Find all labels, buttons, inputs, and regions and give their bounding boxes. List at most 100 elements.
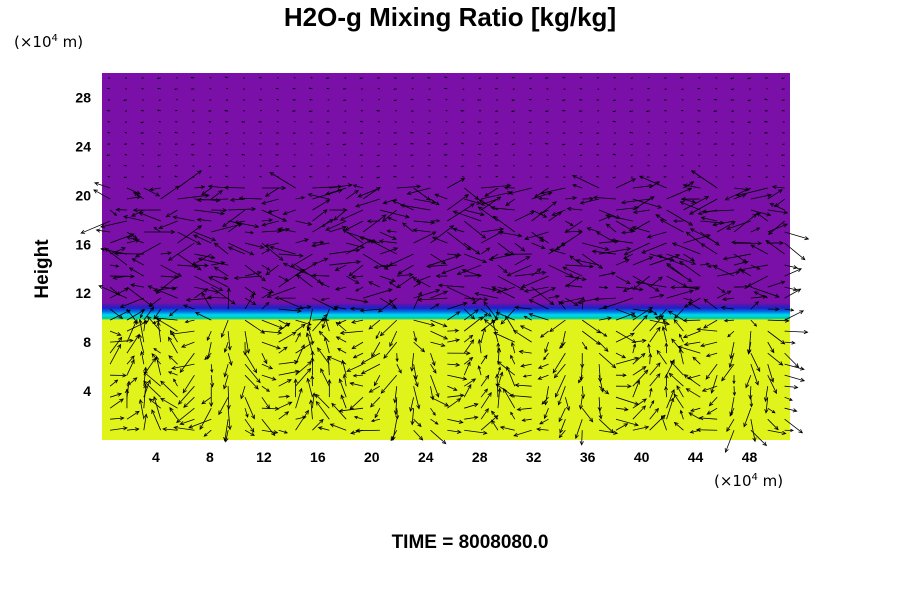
wind-arrow-head [259, 144, 260, 145]
wind-arrow-head [411, 99, 412, 100]
wind-arrow-head [496, 88, 497, 89]
wind-arrow-head [310, 176, 311, 177]
wind-arrow-head [580, 144, 581, 145]
wind-arrow-head [597, 176, 598, 177]
wind-arrow-head [209, 166, 210, 167]
wind-arrow-head [394, 144, 395, 145]
wind-arrow-head [748, 100, 749, 101]
wind-arrow-head [782, 89, 783, 90]
wind-arrow-head [580, 77, 581, 78]
wind-arrow-head [513, 177, 514, 178]
wind-arrow-head [209, 133, 210, 134]
wind-arrow-head [648, 100, 649, 101]
x-unit-suffix: m) [758, 472, 783, 490]
wind-arrow-head [748, 165, 749, 166]
wind-arrow-head [209, 143, 210, 144]
wind-arrow-head [648, 165, 649, 166]
wind-arrow-head [563, 77, 564, 78]
y-tick-label: 8 [83, 334, 91, 350]
wind-arrow-head [479, 144, 480, 145]
wind-arrow-head [395, 78, 396, 79]
wind-arrow-head [192, 154, 193, 155]
wind-arrow-head [715, 165, 716, 166]
wind-arrow-head [394, 100, 395, 101]
wind-arrow-head [462, 155, 463, 156]
wind-arrow-head [530, 99, 531, 100]
wind-arrow-head [428, 77, 429, 78]
wind-arrow-head [496, 176, 497, 177]
wind-arrow-head [158, 155, 159, 156]
wind-arrow-head [714, 99, 715, 100]
wind-arrow-head [108, 176, 109, 177]
wind-arrow-head [731, 78, 732, 79]
wind-arrow-head [665, 78, 666, 79]
wind-arrow-head [782, 155, 783, 156]
wind-arrow-head [698, 99, 699, 100]
wind-arrow-head [226, 100, 227, 101]
wind-arrow-head [225, 77, 226, 78]
wind-arrow-head [630, 132, 631, 133]
wind-arrow-head [597, 78, 598, 79]
wind-arrow-head [327, 122, 328, 123]
wind-arrow-head [276, 166, 277, 167]
wind-arrow-head [479, 154, 480, 155]
wind-arrow-head [294, 177, 295, 178]
wind-arrow-head [647, 177, 648, 178]
wind-arrow-head [310, 99, 311, 100]
wind-arrow-head [496, 111, 497, 112]
wind-arrow-head [124, 177, 125, 178]
wind-arrow-head [327, 88, 328, 89]
wind-arrow-head [310, 88, 311, 89]
wind-arrow-head [327, 78, 328, 79]
wind-arrow-head [107, 155, 108, 156]
wind-arrow-head [142, 89, 143, 90]
wind-arrow-head [613, 177, 614, 178]
wind-arrow-head [647, 111, 648, 112]
wind-arrow-head [766, 166, 767, 167]
wind-arrow-head [512, 77, 513, 78]
wind-arrow-head [125, 144, 126, 145]
wind-arrow-head [428, 99, 429, 100]
wind-arrow-head [226, 133, 227, 134]
wind-arrow-head [731, 100, 732, 101]
wind-arrow-head [748, 122, 749, 123]
wind-arrow-head [108, 110, 109, 111]
wind-arrow-head [394, 176, 395, 177]
wind-arrow-head [445, 166, 446, 167]
wind-arrow-head [681, 155, 682, 156]
wind-arrow-head [175, 89, 176, 90]
wind-arrow-head [411, 132, 412, 133]
wind-arrow-head [192, 111, 193, 112]
wind-arrow-head [276, 88, 277, 89]
wind-arrow-head [631, 166, 632, 167]
wind-arrow-head [462, 122, 463, 123]
wind-arrow-head [377, 166, 378, 167]
y-tick-label: 28 [75, 89, 91, 105]
wind-arrow-head [141, 122, 142, 123]
wind-arrow-head [193, 177, 194, 178]
wind-arrow-head [664, 166, 665, 167]
wind-arrow-head [783, 100, 784, 101]
wind-arrow-head [563, 133, 564, 134]
wind-arrow-head [698, 88, 699, 89]
x-tick-label: 16 [310, 449, 326, 465]
wind-arrow-head [732, 144, 733, 145]
wind-arrow-head [242, 121, 243, 122]
wind-arrow-head [142, 143, 143, 144]
wind-arrow-head [260, 176, 261, 177]
wind-arrow-head [546, 122, 547, 123]
wind-arrow-head [765, 99, 766, 100]
y-tick-label: 12 [75, 285, 91, 301]
wind-arrow-head [613, 111, 614, 112]
wind-arrow-head [462, 78, 463, 79]
wind-arrow-head [731, 121, 732, 122]
wind-arrow-head [209, 155, 210, 156]
wind-arrow-head [732, 155, 733, 156]
wind-arrow-head [361, 177, 362, 178]
wind-arrow-head [175, 132, 176, 133]
wind-arrow-head [294, 133, 295, 134]
wind-arrow-head [529, 110, 530, 111]
wind-arrow-head [495, 155, 496, 156]
wind-arrow-head [563, 144, 564, 145]
wind-arrow-head [512, 144, 513, 145]
